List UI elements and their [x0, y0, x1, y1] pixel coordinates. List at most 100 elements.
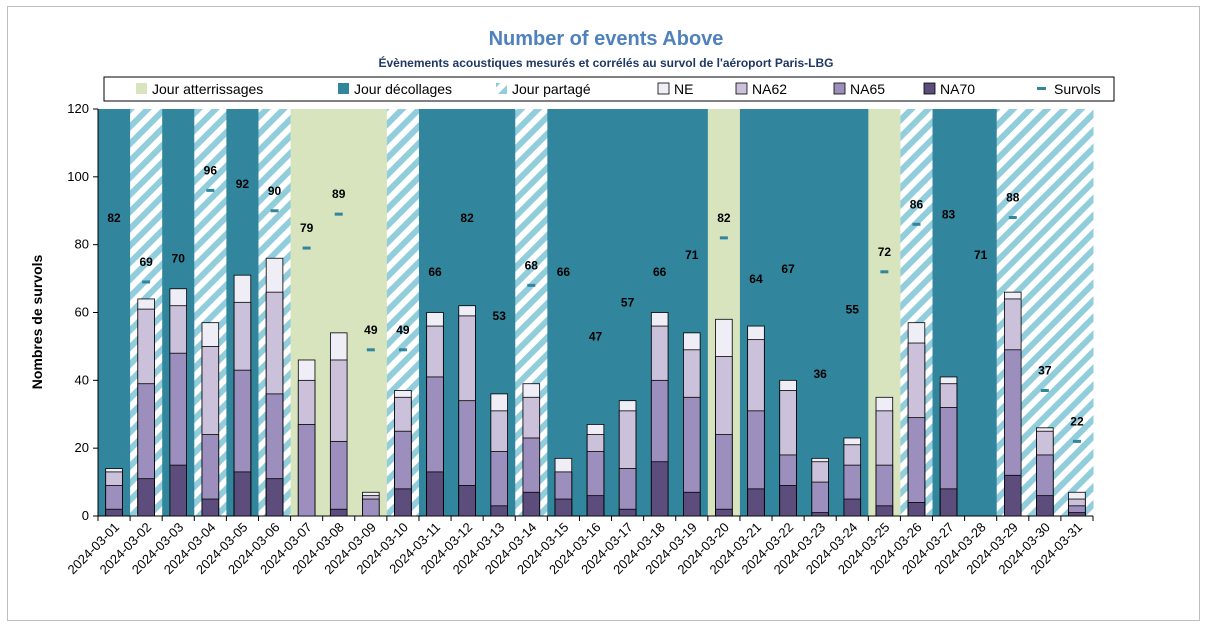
survols-data-label: 57: [621, 296, 635, 310]
bar-na70: [394, 488, 412, 517]
y-tick-label: 20: [75, 440, 89, 455]
survols-data-label: 37: [1038, 364, 1052, 378]
survols-marker: [848, 327, 857, 331]
survols-marker: [527, 283, 536, 287]
bar-na70: [747, 488, 765, 517]
survols-marker: [655, 290, 664, 294]
y-tick-label: 40: [75, 372, 89, 387]
axes: 0 20 40 60 80 100 120: [67, 101, 1094, 523]
bar-na70: [265, 478, 284, 517]
survols-marker: [398, 348, 407, 352]
bar-na65: [329, 440, 348, 517]
survols-marker: [559, 290, 568, 294]
legend-entry: NA65: [850, 81, 885, 97]
bar-na70: [105, 508, 123, 517]
survols-data-label: 68: [525, 258, 539, 272]
bar-na70: [683, 491, 701, 517]
bar-na65: [715, 434, 733, 517]
bar-na70: [554, 498, 573, 517]
y-axis-label: Nombres de survols: [29, 254, 45, 389]
bar-na70: [1068, 512, 1086, 517]
day-band: [804, 109, 837, 516]
bar-na65: [297, 424, 316, 517]
stacked-bars: [105, 257, 1086, 517]
legend-box: [103, 76, 1115, 102]
survols-data-label: 71: [974, 248, 988, 262]
chart-svg: Number of events Above Évènements acoust…: [29, 28, 1115, 578]
bar-na70: [650, 461, 669, 517]
legend-entry: Jour décollages: [354, 81, 452, 97]
survols-data-label: 70: [172, 252, 186, 266]
legend-entry: NA70: [940, 81, 975, 97]
legend-swatch: [136, 83, 147, 94]
survols-marker: [591, 355, 600, 359]
survols-marker: [238, 202, 247, 206]
survols-data-label: 72: [878, 245, 892, 259]
legend-entry: Survols: [1054, 81, 1101, 97]
survols-data-label: 47: [589, 330, 603, 344]
survols-marker: [174, 277, 183, 281]
legend-swatch: [657, 82, 670, 95]
survols-data-label: 55: [846, 302, 860, 316]
survols-marker: [816, 392, 825, 396]
survols-marker: [334, 212, 343, 216]
survols-marker: [302, 246, 311, 250]
survols-marker: [366, 348, 375, 352]
survols-data-label: 49: [396, 323, 410, 337]
survols-data-label: 71: [685, 248, 699, 262]
survols-marker: [142, 280, 151, 284]
x-tick-labels: 2024-03-012024-03-022024-03-032024-03-04…: [65, 520, 1086, 578]
legend-swatch: [496, 83, 507, 94]
legend-entry: NE: [674, 81, 693, 97]
survols-marker: [623, 321, 632, 325]
day-band: [354, 109, 388, 516]
survols-data-label: 86: [910, 197, 924, 211]
survols-marker: [1040, 389, 1049, 393]
legend-swatch: [338, 83, 349, 94]
survols-data-label: 96: [204, 163, 218, 177]
survols-data-label: 82: [460, 211, 474, 225]
survols-data-label: 49: [364, 323, 378, 337]
bar-na70: [329, 508, 348, 517]
bar-na70: [201, 498, 220, 517]
legend-swatch: [735, 82, 748, 95]
bar-na70: [715, 508, 733, 517]
y-tick-label: 60: [75, 305, 89, 320]
survols-marker: [976, 273, 985, 277]
survols-marker: [912, 222, 921, 226]
day-band: [98, 109, 131, 516]
survols-data-label: 83: [942, 207, 956, 221]
survols-marker: [880, 270, 889, 274]
survols-data-label: 69: [139, 255, 153, 269]
legend-entry: Jour partagé: [512, 81, 591, 97]
day-band: [547, 109, 580, 516]
bar-na70: [490, 505, 508, 517]
bar-na70: [426, 471, 444, 517]
survols-data-label: 82: [107, 211, 121, 225]
survols-data-label: 66: [557, 265, 571, 279]
bar-na70: [939, 488, 958, 517]
y-tick-label: 100: [67, 169, 89, 184]
bar-na70: [907, 502, 926, 517]
bar-na70: [875, 505, 894, 517]
bar-na65: [907, 417, 926, 517]
legend-entry: NA62: [752, 81, 787, 97]
survols-marker: [1072, 439, 1081, 443]
legend-swatch: [923, 82, 936, 95]
survols-marker: [719, 236, 728, 240]
chart-subtitle: Évènements acoustiques mesurés et corrél…: [378, 55, 833, 70]
bar-na70: [1036, 495, 1054, 517]
survols-marker: [431, 290, 440, 294]
survols-markers: 82 69 70 96 92 90 79 89 49 49 66 82 53 68 66 47 57 66 71 82…: [107, 163, 1084, 443]
bar-na70: [811, 512, 829, 517]
bar-na70: [843, 498, 862, 517]
legend: Jour atterrissages Jour décollages Jour pa…: [103, 76, 1115, 102]
survols-data-label: 90: [268, 184, 282, 198]
survols-data-label: 64: [749, 272, 763, 286]
survols-marker: [463, 236, 472, 240]
chart-frame: Number of events Above Évènements acoust…: [7, 6, 1200, 621]
bar-na70: [233, 471, 252, 517]
bar-na70: [169, 464, 187, 517]
survols-marker: [751, 297, 760, 301]
legend-entry: Jour atterrissages: [152, 81, 263, 97]
